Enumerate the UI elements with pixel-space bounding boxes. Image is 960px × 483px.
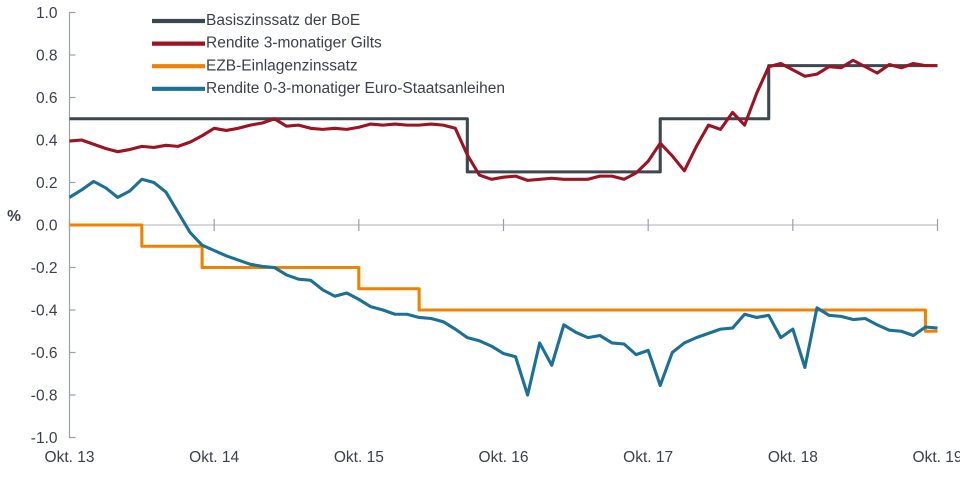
- x-tick-label: Okt. 17: [623, 449, 673, 466]
- y-tick-label: 0.2: [36, 175, 58, 192]
- legend-label-0: Basiszinssatz der BoE: [206, 12, 360, 29]
- y-tick-label: -0.8: [31, 388, 58, 405]
- series-line-1: [69, 58, 938, 182]
- y-tick-label: -0.4: [31, 303, 58, 320]
- x-tick-label: Okt. 16: [479, 449, 529, 466]
- x-tick-label: Okt. 14: [189, 449, 239, 466]
- y-axis-title-text: %: [7, 208, 21, 225]
- legend-label-3: Rendite 0-3-monatiger Euro-Staatsanleihe…: [206, 80, 505, 97]
- series-line-3: [68, 177, 938, 397]
- x-tick-label: Okt. 13: [45, 449, 95, 466]
- series-line-2: [69, 223, 938, 333]
- series-group: [68, 58, 938, 397]
- x-tick-label: Okt. 18: [768, 449, 818, 466]
- y-tick-label: 1.0: [36, 5, 58, 22]
- y-tick-label: 0.0: [36, 218, 58, 235]
- y-tick-label: 0.4: [36, 133, 58, 150]
- x-axis: [68, 219, 939, 231]
- y-tick-label: 0.8: [36, 48, 58, 65]
- y-axis-title: %: [7, 208, 21, 225]
- x-tick-label: Okt. 19: [913, 449, 960, 466]
- y-tick-label: -1.0: [31, 430, 58, 447]
- x-tick-labels: Okt. 13 Okt. 14 Okt. 15 Okt. 16 Okt. 17 Okt. …: [45, 449, 960, 466]
- y-tick-label: 0.6: [36, 90, 58, 107]
- y-tick-labels: 1.0 0.8 0.6 0.4 0.2 0.0 -0.2 -0.4 -0.6 -0.8 -1.0: [31, 5, 58, 447]
- y-tick-label: -0.6: [31, 345, 58, 362]
- y-tick-label: -0.2: [31, 260, 58, 277]
- x-tick-label: Okt. 15: [334, 449, 384, 466]
- legend-label-2: EZB-Einlagenzinssatz: [206, 57, 358, 74]
- legend-label-1: Rendite 3-monatiger Gilts: [206, 35, 382, 52]
- chart-legend: Basiszinssatz der BoE Rendite 3-monatiger…: [152, 12, 505, 97]
